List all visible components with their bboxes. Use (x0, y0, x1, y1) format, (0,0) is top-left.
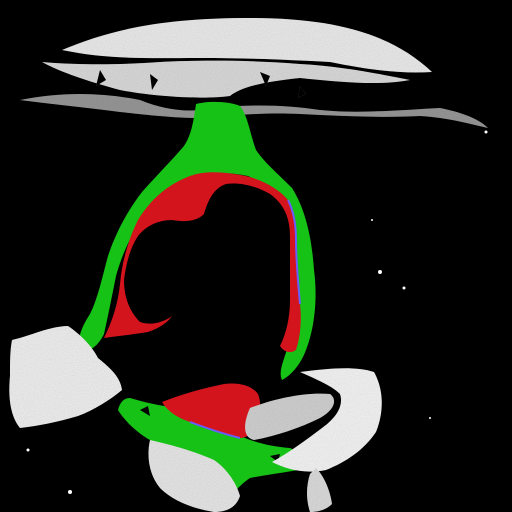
posterior-bone-structures (9, 326, 382, 512)
chest-wall-bone (20, 18, 488, 128)
scan-speckles (26, 130, 488, 494)
green-overlay-region (78, 101, 316, 500)
red-overlay-region (104, 172, 301, 439)
